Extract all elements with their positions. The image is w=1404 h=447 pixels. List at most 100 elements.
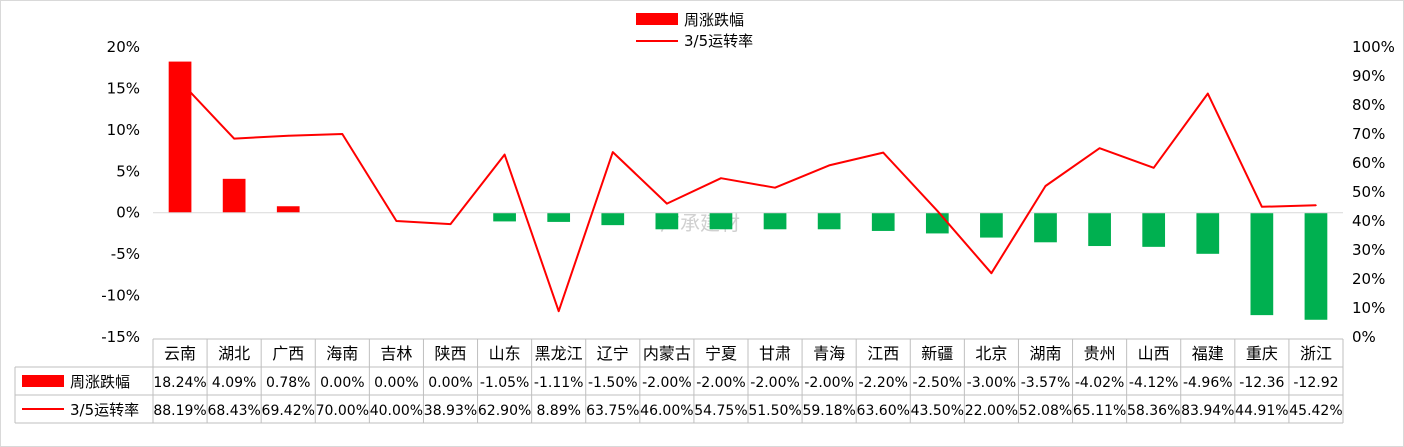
bar	[1142, 212, 1166, 247]
line-point	[503, 153, 506, 156]
line-point	[828, 164, 830, 167]
line-point	[882, 151, 885, 154]
line-point	[179, 80, 181, 83]
category-label: 湖北	[218, 344, 250, 363]
category-label: 新疆	[921, 344, 953, 363]
table-bar-value: 0.00%	[320, 375, 364, 391]
table-line-value: 62.90%	[478, 403, 531, 419]
category-label: 甘肃	[759, 344, 791, 363]
table-line-value: 38.93%	[424, 403, 477, 419]
table-row-header-bar: 周涨跌幅	[70, 373, 130, 391]
category-label: 广西	[272, 344, 304, 363]
category-label: 辽宁	[597, 344, 629, 363]
bar	[655, 212, 679, 230]
line-point	[666, 202, 668, 205]
left-axis-tick-label: 20%	[107, 38, 140, 56]
table-bar-value: -2.50%	[913, 375, 963, 391]
table-bar-value: -12.92	[1293, 375, 1338, 391]
table-bar-value: -12.36	[1239, 375, 1284, 391]
table-line-value: 45.42%	[1289, 403, 1342, 419]
table-bar-value: -1.11%	[534, 375, 584, 391]
category-label: 湖南	[1029, 344, 1061, 363]
line-point	[233, 137, 235, 140]
line-point	[774, 186, 776, 189]
left-axis-tick-label: 15%	[107, 79, 140, 97]
line-point	[1152, 166, 1155, 169]
category-label: 山西	[1138, 344, 1170, 363]
table-bar-value: -2.00%	[642, 375, 692, 391]
category-label: 浙江	[1300, 344, 1332, 363]
right-axis-tick-label: 60%	[1352, 154, 1385, 172]
right-axis-tick-label: 30%	[1352, 241, 1385, 259]
left-axis-tick-label: 5%	[116, 162, 140, 180]
right-axis-tick-label: 40%	[1352, 212, 1385, 230]
bar	[168, 61, 192, 213]
table-bar-value: -3.57%	[1021, 375, 1071, 391]
category-label: 青海	[813, 344, 845, 363]
line-point	[1044, 185, 1047, 187]
bar	[1196, 212, 1220, 254]
category-label: 江西	[867, 344, 899, 363]
bar	[1034, 212, 1057, 243]
line-point	[990, 272, 993, 275]
bar	[817, 212, 841, 230]
table-line-value: 69.42%	[262, 403, 315, 419]
category-label: 云南	[164, 344, 196, 363]
table-bar-value: 0.00%	[374, 375, 418, 391]
right-axis-tick-label: 70%	[1352, 125, 1385, 143]
category-label: 海南	[326, 344, 358, 363]
table-bar-value: -4.12%	[1129, 375, 1179, 391]
table-bar-value: -2.20%	[858, 375, 908, 391]
legend-bar-label: 周涨跌幅	[684, 11, 744, 29]
category-label: 黑龙江	[535, 344, 583, 363]
bar	[763, 212, 787, 230]
bar	[925, 212, 949, 234]
table-line-value: 43.50%	[911, 403, 964, 419]
table-bar-value: -2.00%	[696, 375, 746, 391]
right-axis-tick-label: 50%	[1352, 183, 1385, 201]
right-axis-tick-label: 100%	[1352, 38, 1395, 56]
bar	[276, 206, 300, 213]
line-point	[611, 151, 614, 153]
line-point	[936, 210, 939, 212]
category-label: 福建	[1192, 344, 1224, 363]
table-bar-value: -1.05%	[480, 375, 530, 391]
table-bar-value: -2.00%	[750, 375, 800, 391]
category-label: 重庆	[1246, 344, 1278, 363]
table-row-header-line: 3/5运转率	[70, 401, 139, 419]
legend-bar-swatch	[636, 13, 678, 25]
legend-line-label: 3/5运转率	[684, 32, 753, 50]
table-legend-bar-swatch	[22, 375, 64, 387]
table-line-value: 68.43%	[207, 403, 260, 419]
right-axis-tick-label: 90%	[1352, 67, 1385, 85]
bar	[1088, 212, 1111, 247]
bar	[601, 212, 625, 226]
bar	[871, 212, 895, 231]
table-line-value: 22.00%	[965, 403, 1018, 419]
table-line-value: 83.94%	[1181, 403, 1234, 419]
table-bar-value: 0.78%	[266, 375, 310, 391]
table-line-value: 40.00%	[370, 403, 423, 419]
table-line-value: 44.91%	[1235, 403, 1288, 419]
left-axis-tick-label: -5%	[111, 245, 140, 263]
table-line-value: 46.00%	[640, 403, 693, 419]
line-point	[1315, 204, 1317, 207]
line-point	[1098, 147, 1101, 149]
table-bar-value: -2.00%	[804, 375, 854, 391]
bar	[493, 212, 516, 222]
line-point	[395, 220, 398, 222]
right-axis-tick-label: 10%	[1352, 299, 1385, 317]
table-line-value: 63.75%	[586, 403, 639, 419]
table-bar-value: 0.00%	[428, 375, 472, 391]
bar	[980, 212, 1003, 238]
category-label: 山东	[489, 344, 521, 363]
left-axis-tick-label: 10%	[107, 121, 140, 139]
table-line-value: 63.60%	[857, 403, 910, 419]
bar	[547, 212, 571, 222]
line-point	[557, 310, 560, 313]
category-label: 陕西	[434, 344, 466, 363]
table-bar-value: -4.96%	[1183, 375, 1233, 391]
category-label: 北京	[975, 344, 1007, 363]
right-axis-tick-label: 0%	[1352, 328, 1376, 346]
